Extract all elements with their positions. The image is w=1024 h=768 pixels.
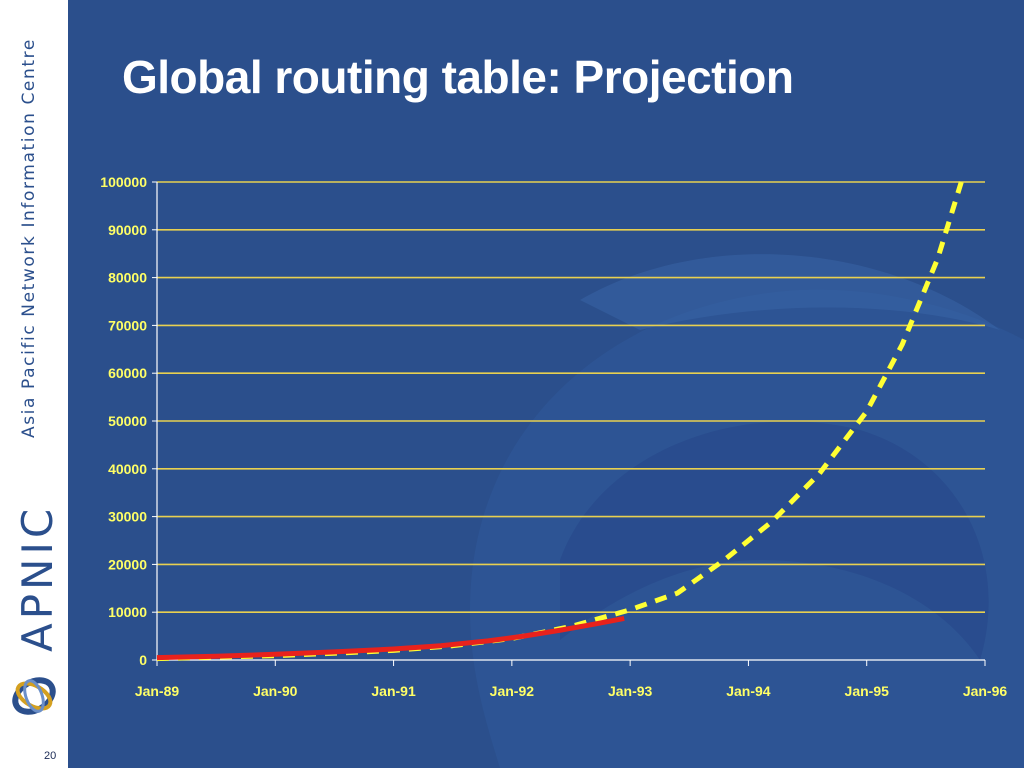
y-tick-label: 20000 [108,556,147,572]
apnic-wordmark-text: APNIC [13,505,62,652]
y-tick-label: 50000 [108,413,147,429]
x-tick-label: Jan-90 [253,683,298,699]
x-tick-label: Jan-91 [371,683,416,699]
x-tick-label: Jan-92 [490,683,535,699]
x-axis-ticks: Jan-89 Jan-90 Jan-91 Jan-92 Jan-93 Jan-94 Jan-… [135,683,1008,699]
chart-series [156,181,964,662]
x-tick-label: Jan-89 [135,683,180,699]
y-tick-label: 80000 [108,270,147,286]
y-tick-label: 70000 [108,317,147,333]
x-tick-label: Jan-93 [608,683,653,699]
sidebar-org-name-text: Asia Pacific Network Information Centre [19,38,39,438]
x-tick-label: Jan-95 [845,683,890,699]
y-tick-label: 90000 [108,222,147,238]
y-tick-label: 0 [139,652,147,668]
x-tick-label: Jan-94 [726,683,771,699]
y-axis-ticks: 0 10000 20000 30000 40000 50000 60000 70000 8000… [100,174,147,668]
y-tick-label: 60000 [108,365,147,381]
y-tick-label: 30000 [108,509,147,525]
y-tick-label: 40000 [108,461,147,477]
chart-axes [152,181,986,666]
apnic-wordmark: APNIC [13,505,62,652]
chart-grid [157,181,985,614]
x-tick-label: Jan-96 [963,683,1008,699]
apnic-logo-icon [12,677,56,715]
y-tick-label: 10000 [108,604,147,620]
slide-title: Global routing table: Projection [122,51,794,103]
y-tick-label: 100000 [100,174,147,190]
page-number: 20 [44,750,57,762]
sidebar-org-name: Asia Pacific Network Information Centre [19,38,39,438]
